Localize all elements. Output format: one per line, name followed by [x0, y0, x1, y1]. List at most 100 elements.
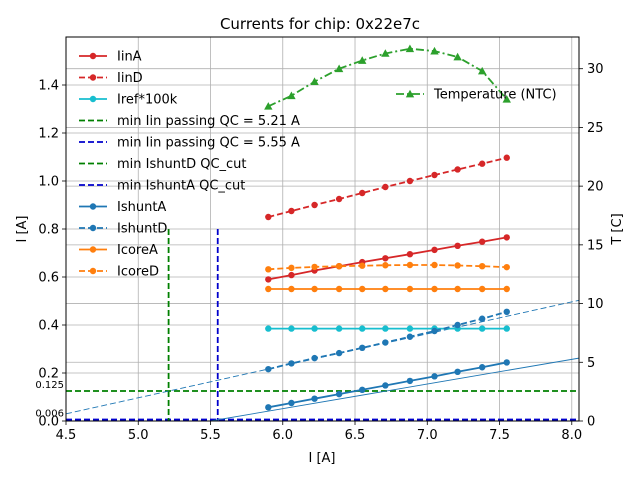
series-marker — [454, 321, 461, 329]
series-marker — [288, 360, 295, 367]
legend-label: IinD — [117, 71, 143, 86]
legend-label: Temperature (NTC) — [433, 88, 557, 103]
series-marker — [406, 177, 414, 185]
series-marker — [382, 183, 389, 191]
series-marker — [454, 262, 461, 269]
series-marker — [359, 189, 366, 197]
y-tick-label: 0.0 — [38, 415, 59, 430]
series-marker — [288, 325, 295, 332]
series-marker — [382, 325, 389, 332]
series-marker — [406, 285, 414, 293]
series-marker — [454, 242, 461, 249]
series-marker — [288, 285, 295, 293]
y2-tick-label: 25 — [587, 121, 604, 136]
series-marker — [381, 49, 390, 57]
series-marker — [359, 325, 366, 332]
series-marker — [265, 404, 272, 411]
series-marker — [503, 285, 510, 293]
series-marker — [406, 261, 414, 269]
series-marker — [503, 359, 510, 366]
legend-marker — [89, 95, 97, 103]
series-marker — [503, 234, 510, 241]
series-marker — [311, 325, 318, 332]
series-marker — [382, 285, 389, 293]
series-marker — [478, 160, 486, 167]
series-marker — [454, 285, 461, 293]
legend-right: Temperature (NTC) — [396, 88, 557, 103]
series-marker — [454, 368, 461, 375]
x-tick-label: 8.0 — [561, 428, 582, 443]
series-marker — [288, 207, 295, 215]
x-tick-label: 7.0 — [417, 428, 438, 443]
series-marker — [265, 213, 272, 221]
y2-tick-label: 15 — [587, 238, 604, 253]
series-marker — [359, 386, 366, 393]
x-tick-label: 6.0 — [272, 428, 293, 443]
series-marker — [382, 339, 389, 346]
series-marker — [431, 261, 438, 269]
series — [264, 44, 511, 411]
legend-marker — [89, 267, 97, 275]
series-marker — [431, 246, 438, 254]
series-marker — [478, 315, 486, 322]
series-marker — [311, 201, 318, 209]
ticks: 4.5 5.0 5.5 6.0 6.5 7.0 7.5 8.0 0.0 0.2 0.4 0.6 0.8 1… — [38, 62, 603, 443]
series-marker — [503, 325, 510, 332]
series-marker — [430, 46, 439, 55]
series-marker — [406, 333, 414, 340]
legend-marker — [405, 89, 415, 98]
value-annotation: 0.006 — [35, 409, 64, 420]
series-marker — [335, 285, 343, 293]
series-marker — [265, 325, 272, 332]
y-tick-label: 1.0 — [38, 175, 59, 190]
series-marker — [503, 308, 510, 315]
series-marker — [503, 154, 510, 161]
legend-label: IshuntA — [117, 200, 166, 215]
x-axis-label: I [A] — [308, 451, 335, 466]
x-tick-label: 5.0 — [128, 428, 149, 443]
y2-tick-label: 10 — [587, 297, 604, 312]
fit-line — [210, 357, 580, 422]
series-marker — [478, 325, 486, 332]
legend-label: IshuntD — [117, 222, 167, 237]
series-marker — [288, 399, 295, 407]
series-marker — [335, 195, 343, 203]
series-marker — [478, 285, 486, 293]
legend-marker — [89, 224, 97, 232]
y2-tick-label: 0 — [587, 415, 595, 430]
y2-tick-label: 30 — [587, 62, 604, 77]
series-marker — [288, 264, 295, 272]
x-tick-label: 5.5 — [200, 428, 221, 443]
legend-label: min Iin passing QC = 5.21 A — [117, 114, 300, 129]
legend-label: min Iin passing QC = 5.55 A — [117, 136, 300, 151]
y-tick-label: 1.4 — [38, 79, 59, 94]
chart-title: Currents for chip: 0x22e7c — [220, 15, 420, 33]
series-marker — [264, 102, 273, 110]
series-marker — [311, 354, 318, 362]
series-marker — [311, 285, 318, 293]
series-marker — [406, 251, 414, 258]
x-tick-label: 6.5 — [345, 428, 366, 443]
series-marker — [382, 255, 389, 262]
series-marker — [335, 263, 343, 270]
series-marker — [478, 263, 486, 270]
y-tick-label: 0.6 — [38, 271, 59, 286]
series-marker — [453, 52, 462, 61]
series-marker — [503, 263, 510, 271]
series-marker — [406, 377, 414, 385]
series-marker — [265, 266, 272, 273]
legend-label: IcoreD — [117, 265, 159, 280]
y-tick-label: 0.2 — [38, 367, 59, 382]
series-marker — [310, 77, 319, 85]
series-marker — [265, 285, 272, 293]
reference-lines — [66, 229, 579, 421]
series-marker — [335, 325, 343, 332]
y2-axis-label: T [C] — [610, 213, 625, 245]
legend-label: Iref*100k — [117, 93, 178, 108]
series-marker — [478, 238, 486, 245]
y-axis-label: I [A] — [15, 215, 30, 242]
y-tick-label: 1.2 — [38, 127, 59, 142]
series-marker — [311, 395, 318, 402]
series-marker — [431, 171, 438, 179]
